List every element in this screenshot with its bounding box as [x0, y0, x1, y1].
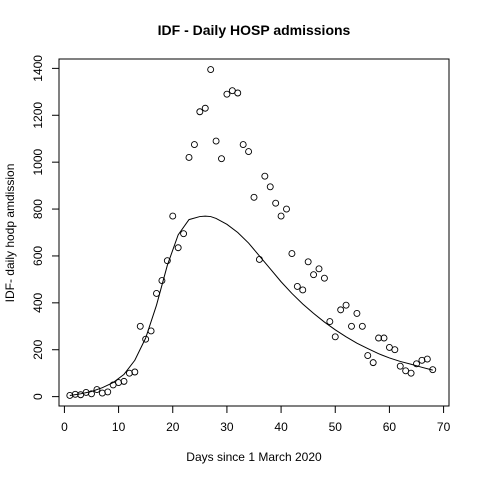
y-tick-label: 1400	[31, 55, 45, 82]
data-point	[196, 108, 204, 116]
data-point	[391, 346, 399, 354]
data-point	[255, 256, 263, 263]
x-tick-label: 60	[383, 420, 397, 434]
data-point	[272, 199, 280, 207]
data-point	[331, 333, 339, 341]
data-point	[283, 205, 290, 213]
y-tick-label: 400	[31, 293, 45, 313]
chart-title: IDF - Daily HOSP admissions	[158, 22, 351, 38]
x-tick-label: 20	[166, 420, 180, 434]
data-point	[163, 257, 171, 265]
y-tick-label: 800	[31, 199, 45, 219]
data-point	[288, 250, 296, 258]
data-point	[375, 334, 383, 342]
data-point	[293, 282, 301, 290]
data-point	[369, 359, 377, 367]
data-point	[245, 148, 253, 156]
data-point	[169, 212, 177, 220]
data-point	[337, 306, 345, 314]
data-point	[407, 369, 415, 377]
data-point	[250, 193, 258, 201]
data-point	[396, 362, 404, 370]
y-axis: 0 200 400 600 800 1000 1200 1400	[31, 55, 60, 400]
data-point	[153, 290, 160, 297]
x-tick-label: 10	[112, 420, 126, 434]
data-point	[180, 230, 188, 238]
data-point	[429, 366, 437, 374]
data-point	[342, 301, 350, 309]
data-point	[201, 104, 209, 112]
data-point	[239, 141, 247, 149]
y-axis-label: IDF- daily hodp amdission	[3, 164, 17, 303]
data-point	[413, 360, 420, 368]
data-point	[136, 322, 144, 330]
data-point	[315, 265, 323, 273]
fitted-curve	[69, 215, 433, 396]
x-axis: 0 10 20 30 40 50 60 70	[61, 405, 451, 434]
y-tick-label: 1200	[31, 102, 45, 129]
data-point	[234, 89, 242, 97]
data-point	[218, 155, 225, 163]
data-point	[326, 318, 334, 326]
data-point	[120, 377, 128, 385]
y-tick-label: 1000	[31, 148, 45, 175]
data-point	[147, 327, 155, 335]
data-point	[190, 141, 198, 149]
data-point	[223, 90, 231, 98]
data-point	[104, 388, 112, 396]
data-point	[131, 368, 139, 376]
data-point	[423, 355, 431, 363]
data-point	[358, 322, 366, 330]
data-point	[310, 271, 318, 279]
data-point	[266, 183, 274, 191]
x-tick-label: 40	[274, 420, 288, 434]
data-point	[88, 390, 95, 398]
y-tick-label: 200	[31, 339, 45, 359]
data-point	[185, 154, 193, 161]
x-axis-label: Days since 1 March 2020	[186, 450, 322, 464]
x-tick-label: 0	[61, 420, 68, 434]
data-point	[142, 335, 150, 343]
data-point	[380, 334, 388, 342]
data-point	[207, 66, 215, 74]
data-point	[212, 137, 220, 145]
data-point	[261, 172, 269, 180]
x-tick-label: 30	[220, 420, 234, 434]
data-point	[353, 309, 361, 317]
data-points-layer	[66, 66, 437, 399]
data-point	[348, 322, 355, 330]
data-point	[320, 274, 328, 282]
data-point	[364, 352, 372, 360]
data-point	[304, 258, 312, 266]
y-tick-label: 0	[31, 393, 45, 400]
data-point	[299, 286, 307, 294]
data-point	[93, 386, 101, 394]
y-tick-label: 600	[31, 246, 45, 266]
data-point	[71, 390, 79, 398]
data-point	[158, 277, 166, 285]
x-tick-label: 50	[329, 420, 343, 434]
fitted-curve-layer	[69, 215, 433, 396]
data-point	[174, 244, 182, 252]
data-point	[277, 212, 285, 220]
x-tick-label: 70	[437, 420, 451, 434]
